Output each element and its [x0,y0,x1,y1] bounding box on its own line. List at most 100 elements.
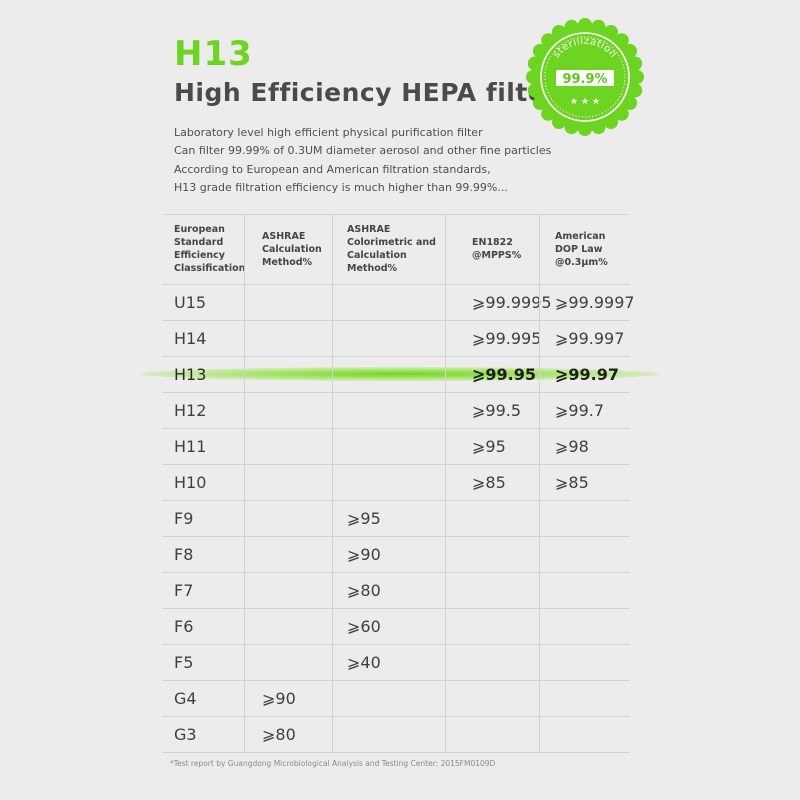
table-cell [555,644,630,680]
table-header-cell: American DOP Law @0.3μm% [555,230,608,268]
table-cell [262,284,337,320]
table-divider [162,572,630,573]
table-divider [162,716,630,717]
table-cell [347,392,452,428]
table-row: H11 ⩾95 ⩾98 [162,428,630,464]
table-cell [262,536,337,572]
table-cell: ⩾85 [555,472,589,492]
description-line: H13 grade filtration efficiency is much … [174,180,508,194]
table-cell: ⩾80 [262,724,296,744]
seal-scallop [578,122,592,136]
table-cell [347,716,452,752]
table-cell [555,716,630,752]
seal-scallop [628,83,643,98]
table-cell: ⩾99.97 [555,364,620,384]
page-title: High Efficiency HEPA filter [174,78,559,107]
seal-scallop [552,115,566,130]
description: Laboratory level high efficient physical… [174,124,594,197]
seal-scallop [564,19,579,34]
seal-scallop [628,56,643,71]
seal-scallop [564,120,579,135]
highlight-glow [140,367,660,381]
table-divider [162,500,630,501]
table-cell: ⩾99.995 [472,328,542,348]
table-cell [262,644,337,680]
seal-scallop [591,19,606,34]
seal-scallop [527,83,542,98]
table-cell [262,320,337,356]
table-divider [162,284,630,285]
table-cell [262,428,337,464]
table-cell: ⩾90 [347,544,381,564]
description-line: Laboratory level high efficient physical… [174,126,483,139]
table-header-cell: ASHRAE Calculation Method% [262,230,322,268]
seal-scallop [527,56,542,71]
table-divider [162,428,630,429]
table-row: U15 ⩾99.9995 ⩾99.9997 [162,284,635,320]
description-line: According to European and American filtr… [174,162,491,176]
table-column-divider [539,214,540,752]
table-divider [162,752,630,753]
table-header-cell: European Standard Efficiency Classificat… [174,224,246,274]
seal-scallop [604,115,618,130]
table-row: G4 ⩾90 [162,680,630,716]
table-cell: ⩾99.7 [555,400,605,420]
table-cell [347,284,452,320]
table-cell [262,608,337,644]
seal-scallop [552,24,566,39]
table-cell: F7 [174,580,194,600]
table-cell [472,644,552,680]
table-cell [262,464,337,500]
table-cell: ⩾98 [555,436,589,456]
table-cell [555,608,630,644]
table-row: F7 ⩾80 [162,572,630,608]
seal-value: 99.9% [562,72,607,87]
seal-scallop [578,18,592,32]
table-column-divider [244,214,245,752]
table-cell: F6 [174,616,194,636]
table-divider [162,214,630,215]
table-cell [262,356,337,392]
table-cell: ⩾90 [262,688,296,708]
table-cell: ⩾95 [347,508,381,528]
description-line: Can filter 99.99% of 0.3UM diameter aero… [174,144,552,158]
table-divider [162,464,630,465]
table-cell: G3 [174,724,197,744]
table-row: F6 ⩾60 [162,608,630,644]
table-divider [162,320,630,321]
table-cell: ⩾60 [347,616,381,636]
table-row: G3 ⩾80 [162,716,630,752]
table-row: H10 ⩾85 ⩾85 [162,464,630,500]
table-cell: H11 [174,436,207,456]
table-cell [262,572,337,608]
table-cell: ⩾99.5 [472,400,522,420]
table-row: F9 ⩾95 [162,500,630,536]
table-cell: F9 [174,508,194,528]
table-row: H13 ⩾99.95 ⩾99.97 [162,356,630,392]
table-cell [555,572,630,608]
table-row: H14 ⩾99.995 ⩾99.997 [162,320,630,356]
seal-scallop [614,106,629,121]
seal-scallop [623,44,638,58]
table-cell [472,536,552,572]
table-cell [347,428,452,464]
table-cell: ⩾99.997 [555,328,625,348]
table-cell: ⩾40 [347,652,381,672]
table-cell: H13 [174,364,207,384]
table-cell: ⩾85 [472,472,506,492]
table-cell: ⩾99.95 [472,364,537,384]
table-cell [472,608,552,644]
table-cell [347,356,452,392]
table-cell [555,536,630,572]
table-cell [555,680,630,716]
seal-scallop [614,33,629,48]
table-cell [472,680,552,716]
table-cell: H14 [174,328,207,348]
table-cell [347,464,452,500]
table-divider [162,392,630,393]
table-divider [162,644,630,645]
table-cell: F8 [174,544,194,564]
table-divider [162,536,630,537]
table-divider [162,680,630,681]
table-cell [472,572,552,608]
